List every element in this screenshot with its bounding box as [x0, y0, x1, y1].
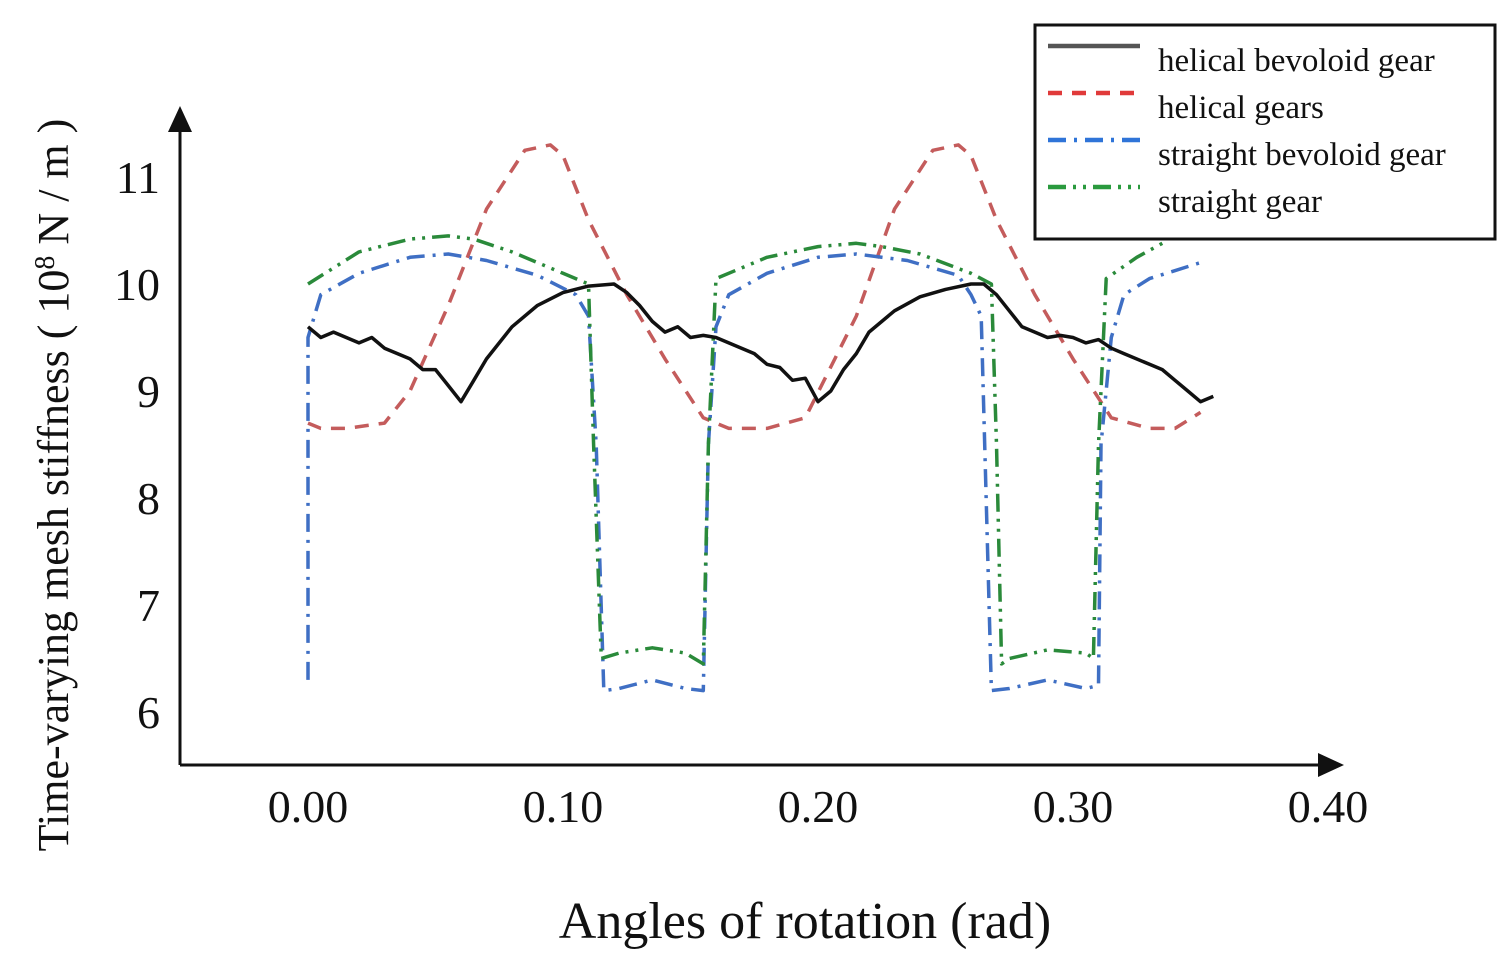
series-line-helical-bevoloid-gear [306, 282, 1214, 404]
legend-label-straight-gear: straight gear [1158, 184, 1322, 220]
y-axis-label-superscript: 8 [30, 256, 61, 270]
legend-label-helical-gears: helical gears [1158, 90, 1324, 126]
y-tick-label: 10 [114, 259, 160, 310]
y-tick-label: 6 [137, 687, 160, 738]
y-tick-label: 8 [137, 473, 160, 524]
y-axis-label-main: Time-varying mesh stiffness ( 10 [29, 270, 78, 852]
legend-box [1033, 23, 1497, 241]
x-axis-arrow [1318, 753, 1344, 777]
legend-label-helical-bevoloid-gear: helical bevoloid gear [1158, 43, 1435, 79]
y-tick-label: 11 [116, 152, 160, 203]
series-line-straight-bevoloid-gear [306, 252, 1202, 693]
y-ticks: 6 7 8 9 10 11 [114, 152, 160, 738]
x-tick-label: 0.20 [778, 781, 859, 832]
x-tick-label: 0.10 [523, 781, 604, 832]
legend-label-straight-bevoloid-gear: straight bevoloid gear [1158, 137, 1446, 173]
y-tick-label: 7 [137, 580, 160, 631]
y-tick-label: 9 [137, 366, 160, 417]
y-axis-arrow [168, 106, 192, 132]
y-axis-label-tail: N / m ) [29, 119, 78, 256]
x-ticks: 0.00 0.10 0.20 0.30 0.40 [268, 781, 1369, 832]
x-axis-label: Angles of rotation (rad) [559, 893, 1051, 950]
legend: helical bevoloid gear helical gears straig… [1033, 23, 1497, 241]
series-line-helical-gears [307, 143, 1202, 431]
series-line-straight-gear [307, 234, 1164, 666]
plot-lines [306, 143, 1214, 693]
y-axis-label: Time-varying mesh stiffness ( 108 N / m … [29, 119, 78, 852]
x-tick-label: 0.30 [1033, 781, 1114, 832]
axes [168, 106, 1344, 777]
x-tick-label: 0.40 [1288, 781, 1369, 832]
x-tick-label: 0.00 [268, 781, 349, 832]
